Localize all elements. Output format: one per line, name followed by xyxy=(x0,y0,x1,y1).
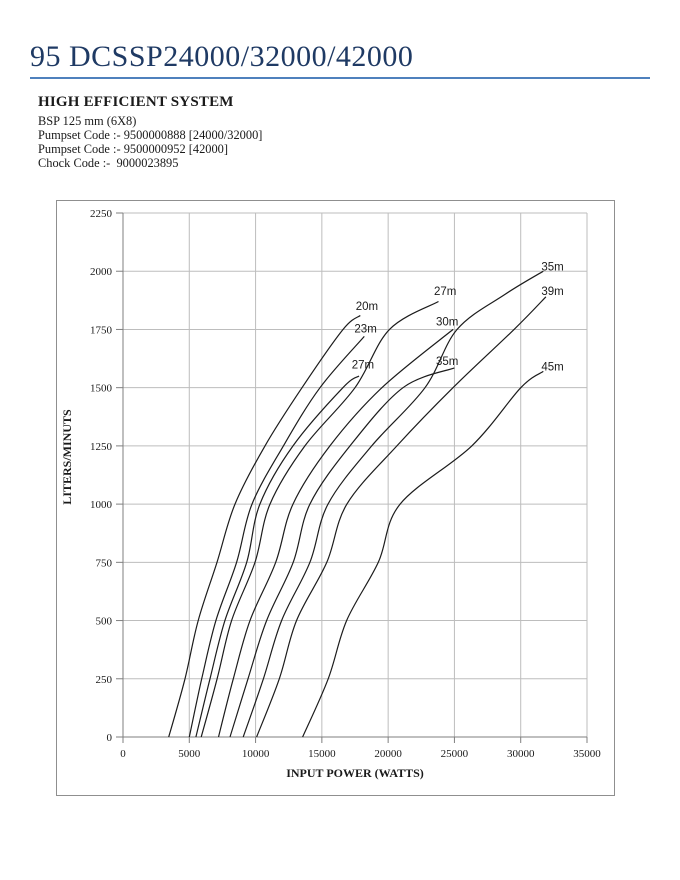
curve-5-30m xyxy=(217,328,454,738)
section-heading: HIGH EFFICIENT SYSTEM xyxy=(38,94,234,110)
y-tick-label: 1500 xyxy=(90,383,113,395)
y-tick-label: 2250 xyxy=(90,208,113,220)
curve-label-6-35m: 35m xyxy=(436,356,458,368)
page-title: 95 DCSSP24000/32000/42000 xyxy=(30,40,414,73)
curve-8-39m xyxy=(256,296,547,738)
curve-label-4-27m: 27m xyxy=(434,286,456,298)
y-tick-label: 1250 xyxy=(90,441,113,453)
spec-block: HIGH EFFICIENT SYSTEM BSP 125 mm (6X8) P… xyxy=(38,94,262,170)
x-tick-label: 20000 xyxy=(374,748,402,760)
x-tick-label: 30000 xyxy=(507,748,535,760)
x-tick-label: 5000 xyxy=(178,748,201,760)
pump-performance-chart: 0 5000 10000 15000 20000 25000 30000 35000 0 250 5… xyxy=(60,208,601,780)
y-tick-label: 0 xyxy=(107,732,113,744)
spec-line-pumpset-code-2: Pumpset Code :- 9500000952 [42000] xyxy=(38,142,228,156)
title-rule xyxy=(30,77,650,79)
y-tick-label: 250 xyxy=(96,674,113,686)
curve-2-23m xyxy=(188,336,365,738)
spec-line-chock-code: Chock Code :- 9000023895 xyxy=(38,156,179,170)
spec-line-pumpset-code-1: Pumpset Code :- 9500000888 [24000/32000] xyxy=(38,128,263,142)
curve-4-27m xyxy=(200,300,439,738)
y-tick-label: 2000 xyxy=(90,266,113,278)
curve-label-2-23m: 23m xyxy=(354,323,376,335)
x-tick-label: 25000 xyxy=(441,748,469,760)
x-tick-label: 10000 xyxy=(242,748,270,760)
x-tick-label: 35000 xyxy=(573,748,601,760)
spec-line-bsp: BSP 125 mm (6X8) xyxy=(38,114,137,128)
curve-7-35m xyxy=(242,270,544,738)
x-tick-label: 15000 xyxy=(308,748,336,760)
curve-6-35m xyxy=(229,367,455,738)
curve-label-9-45m: 45m xyxy=(541,362,563,374)
y-axis-title: LITERS/MINUTS xyxy=(60,409,74,505)
curve-3-27m xyxy=(195,375,360,738)
curve-label-7-35m: 35m xyxy=(541,262,563,274)
curve-label-8-39m: 39m xyxy=(541,286,563,298)
curve-label-3-27m: 27m xyxy=(352,359,374,371)
y-tick-label: 1000 xyxy=(90,499,113,511)
curve-label-5-30m: 30m xyxy=(436,316,458,328)
x-tick-label: 0 xyxy=(120,748,126,760)
y-tick-label: 1750 xyxy=(90,324,113,336)
chart-frame: 0 5000 10000 15000 20000 25000 30000 35000 0 250 5… xyxy=(56,200,615,796)
curve-1-20m xyxy=(168,315,361,738)
curve-label-1-20m: 20m xyxy=(356,301,378,313)
curve-9-45m xyxy=(302,370,544,738)
x-axis-title: INPUT POWER (WATTS) xyxy=(286,766,424,780)
y-tick-label: 500 xyxy=(96,616,113,628)
y-tick-label: 750 xyxy=(96,557,113,569)
